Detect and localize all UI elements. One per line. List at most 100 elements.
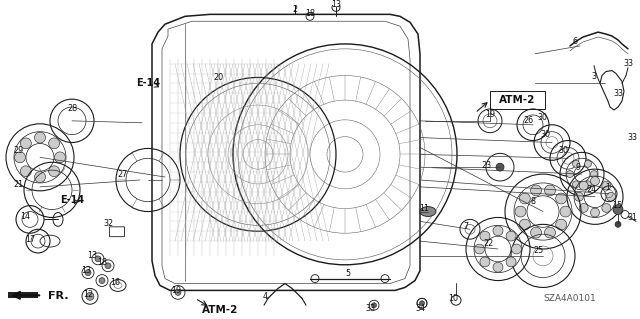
Text: 33: 33	[365, 304, 375, 313]
Circle shape	[591, 176, 600, 185]
Circle shape	[35, 132, 45, 143]
Circle shape	[175, 289, 181, 295]
Circle shape	[573, 181, 579, 188]
Circle shape	[584, 181, 591, 188]
Circle shape	[591, 208, 600, 217]
Text: 9: 9	[575, 163, 580, 172]
Circle shape	[531, 185, 541, 196]
Text: 33: 33	[613, 89, 623, 98]
Text: 33: 33	[623, 59, 633, 68]
Circle shape	[573, 160, 579, 167]
Circle shape	[506, 231, 516, 241]
Circle shape	[519, 193, 531, 204]
Text: 8: 8	[531, 197, 536, 206]
Circle shape	[613, 204, 623, 214]
Text: 7: 7	[463, 222, 468, 231]
Circle shape	[54, 152, 65, 163]
Text: 1: 1	[605, 183, 611, 192]
Circle shape	[20, 138, 31, 149]
Text: 25: 25	[533, 247, 543, 256]
Circle shape	[560, 206, 571, 217]
Text: 19: 19	[485, 110, 495, 119]
Circle shape	[575, 192, 584, 201]
Circle shape	[86, 293, 94, 300]
Text: FR.: FR.	[48, 291, 68, 301]
Circle shape	[493, 262, 503, 272]
Circle shape	[566, 171, 573, 178]
Text: 26: 26	[523, 116, 533, 125]
Text: 17: 17	[25, 235, 35, 244]
Circle shape	[519, 219, 531, 230]
Circle shape	[496, 163, 504, 171]
Text: 33: 33	[627, 133, 637, 142]
Text: 15: 15	[612, 201, 622, 210]
Polygon shape	[8, 293, 38, 298]
Text: 34: 34	[415, 304, 425, 313]
Text: 4: 4	[262, 292, 268, 301]
Text: 30: 30	[540, 130, 550, 139]
Text: 13: 13	[331, 0, 341, 9]
Circle shape	[480, 231, 490, 241]
Circle shape	[49, 166, 60, 177]
Text: 12: 12	[83, 290, 93, 299]
Circle shape	[545, 227, 556, 238]
Text: 6: 6	[573, 37, 577, 47]
Text: 30: 30	[537, 113, 547, 122]
Circle shape	[480, 257, 490, 267]
Circle shape	[545, 185, 556, 196]
Circle shape	[20, 166, 31, 177]
Text: 22: 22	[483, 239, 493, 248]
Text: 20: 20	[213, 73, 223, 82]
Text: 13: 13	[81, 266, 91, 275]
Text: 14: 14	[20, 212, 30, 221]
Text: 30: 30	[558, 146, 568, 155]
Text: 16: 16	[110, 278, 120, 287]
Text: 13: 13	[87, 251, 97, 260]
Circle shape	[99, 278, 105, 284]
Circle shape	[493, 226, 503, 236]
Text: 19: 19	[171, 286, 181, 295]
Circle shape	[602, 181, 611, 190]
Text: E-14: E-14	[60, 195, 84, 205]
Circle shape	[515, 206, 526, 217]
Text: ATM-2: ATM-2	[202, 305, 238, 315]
Text: 31: 31	[627, 213, 637, 222]
Circle shape	[506, 257, 516, 267]
Text: 29: 29	[13, 146, 23, 155]
Circle shape	[584, 160, 591, 167]
Text: 18: 18	[97, 258, 107, 267]
Circle shape	[49, 138, 60, 149]
Circle shape	[15, 152, 26, 163]
Text: 23: 23	[481, 161, 491, 170]
Text: 3: 3	[591, 72, 596, 81]
Text: 10: 10	[448, 294, 458, 303]
Circle shape	[615, 221, 621, 227]
Text: 24: 24	[586, 185, 596, 194]
Text: E-14: E-14	[136, 78, 160, 88]
Circle shape	[556, 193, 566, 204]
Circle shape	[607, 192, 616, 201]
Ellipse shape	[420, 207, 436, 217]
Circle shape	[556, 219, 566, 230]
Circle shape	[579, 204, 588, 212]
Circle shape	[602, 204, 611, 212]
Text: 32: 32	[103, 219, 113, 228]
Text: 11: 11	[419, 204, 429, 213]
Text: 2: 2	[292, 5, 298, 14]
Text: 21: 21	[13, 181, 23, 189]
Circle shape	[95, 256, 101, 262]
Text: 5: 5	[346, 269, 351, 278]
Circle shape	[531, 227, 541, 238]
Text: 18: 18	[305, 9, 315, 18]
Text: 28: 28	[67, 104, 77, 113]
Circle shape	[85, 270, 91, 276]
Circle shape	[35, 172, 45, 182]
Circle shape	[591, 171, 598, 178]
Text: ATM-2: ATM-2	[499, 95, 535, 105]
Circle shape	[419, 301, 424, 306]
Circle shape	[511, 244, 522, 254]
Text: 27: 27	[117, 170, 127, 179]
Circle shape	[579, 181, 588, 190]
Circle shape	[371, 303, 376, 308]
Circle shape	[105, 263, 111, 269]
